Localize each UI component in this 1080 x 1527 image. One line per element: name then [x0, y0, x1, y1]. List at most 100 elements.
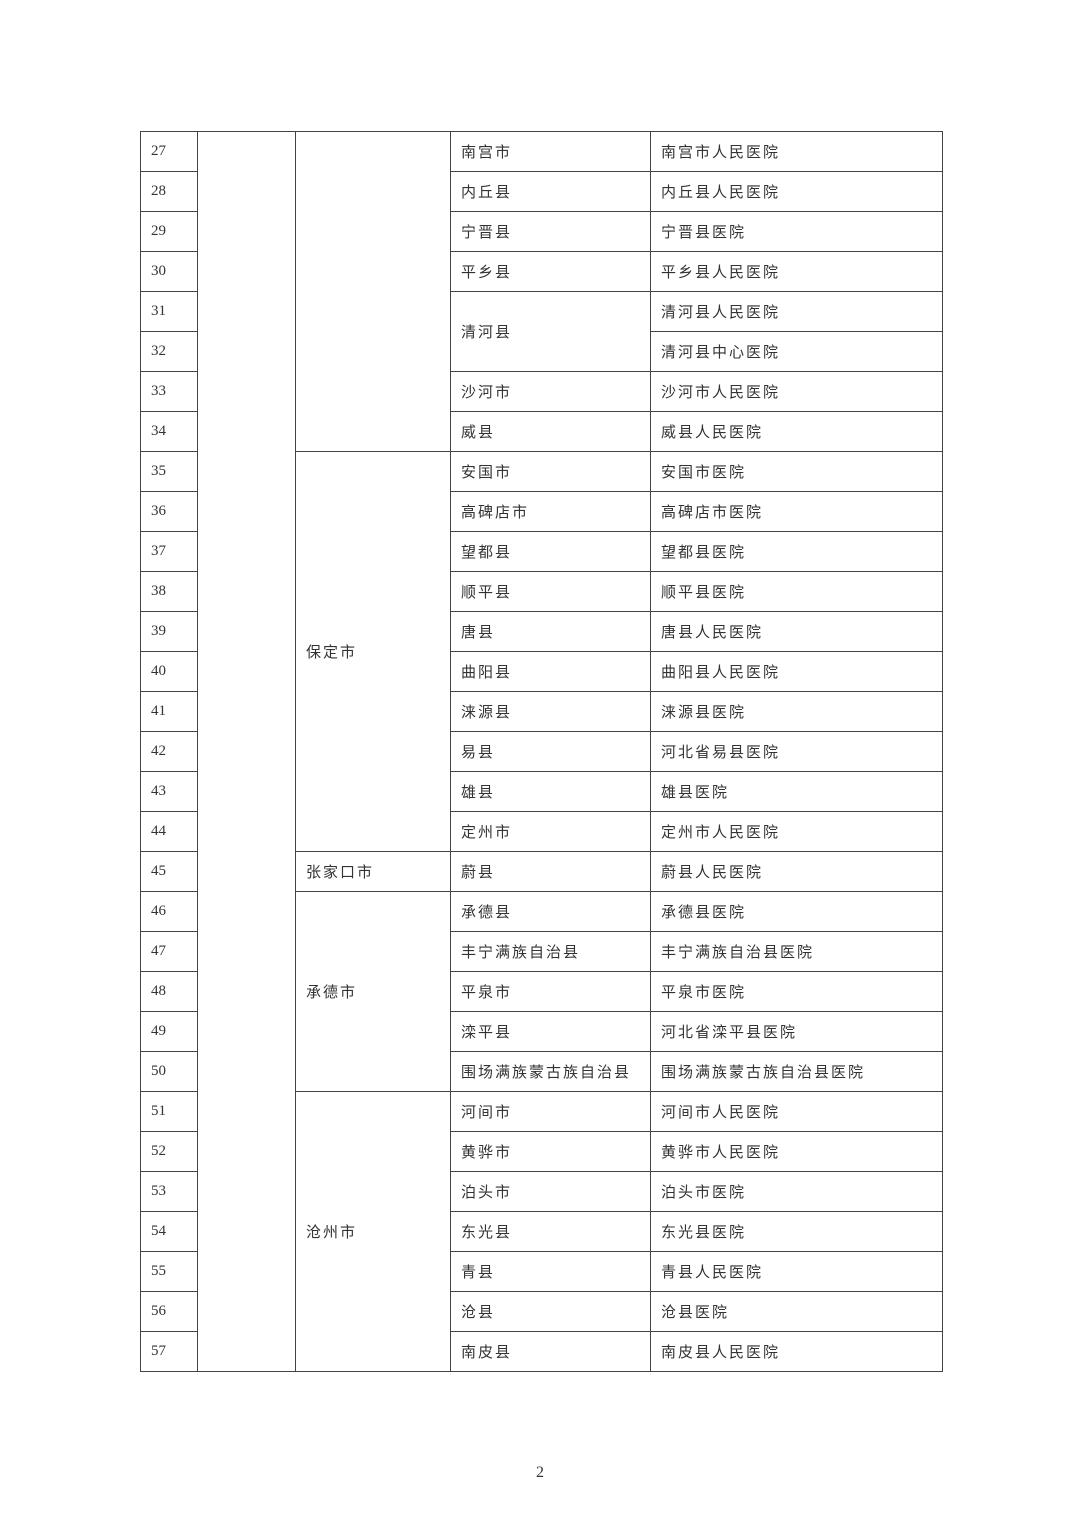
hospital-cell: 承德县医院 [650, 891, 943, 932]
row-number-cell: 44 [140, 811, 198, 852]
city-cell [295, 131, 451, 452]
county-cell: 黄骅市 [450, 1131, 651, 1172]
table-row: 54 东光县 东光县医院 [140, 1211, 943, 1252]
county-cell: 青县 [450, 1251, 651, 1292]
hospital-cell: 沧县医院 [650, 1291, 943, 1332]
hospital-cell: 内丘县人民医院 [650, 171, 943, 212]
row-number-cell: 40 [140, 651, 198, 692]
row-number-cell: 43 [140, 771, 198, 812]
page-number: 2 [536, 1464, 544, 1481]
hospital-cell: 顺平县医院 [650, 571, 943, 612]
table-row: 53 泊头市 泊头市医院 [140, 1171, 943, 1212]
city-cell: 保定市 [295, 451, 451, 852]
table-row: 37 望都县 望都县医院 [140, 531, 943, 572]
hospital-cell: 黄骅市人民医院 [650, 1131, 943, 1172]
hospital-cell: 唐县人民医院 [650, 611, 943, 652]
row-number-cell: 27 [140, 131, 198, 172]
table-body: 27 南宫市 南宫市人民医院 28 内丘县 内丘县人民医院 29 宁晋县 宁晋县医院 30 平乡县平… [140, 131, 943, 1372]
table-row: 33 沙河市 沙河市人民医院 [140, 371, 943, 412]
county-cell: 内丘县 [450, 171, 651, 212]
table-row: 55 青县 青县人民医院 [140, 1251, 943, 1292]
hospital-cell: 平乡县人民医院 [650, 251, 943, 292]
row-number-cell: 45 [140, 851, 198, 892]
row-number-cell: 50 [140, 1051, 198, 1092]
county-cell: 顺平县 [450, 571, 651, 612]
county-cell: 沧县 [450, 1291, 651, 1332]
table-row: 28 内丘县 内丘县人民医院 [140, 171, 943, 212]
hospital-cell: 安国市医院 [650, 451, 943, 492]
row-number-cell: 47 [140, 931, 198, 972]
table-row: 38 顺平县 顺平县医院 [140, 571, 943, 612]
county-cell: 威县 [450, 411, 651, 452]
hospital-cell: 青县人民医院 [650, 1251, 943, 1292]
county-cell: 唐县 [450, 611, 651, 652]
row-number-cell: 28 [140, 171, 198, 212]
row-number-cell: 52 [140, 1131, 198, 1172]
hospital-cell: 清河县中心医院 [650, 331, 943, 372]
county-cell: 东光县 [450, 1211, 651, 1252]
row-number-cell: 35 [140, 451, 198, 492]
row-number-cell: 30 [140, 251, 198, 292]
hospital-cell: 围场满族蒙古族自治县医院 [650, 1051, 943, 1092]
county-cell: 承德县 [450, 891, 651, 932]
table-row: 42 易县 河北省易县医院 [140, 731, 943, 772]
table-row: 27 南宫市 南宫市人民医院 [140, 131, 943, 1372]
hospital-cell: 平泉市医院 [650, 971, 943, 1012]
row-number-cell: 54 [140, 1211, 198, 1252]
hospital-cell: 雄县医院 [650, 771, 943, 812]
hospital-cell: 南宫市人民医院 [650, 131, 943, 172]
row-number-cell: 36 [140, 491, 198, 532]
county-cell: 南宫市 [450, 131, 651, 172]
row-number-cell: 32 [140, 331, 198, 372]
row-number-cell: 39 [140, 611, 198, 652]
hospital-cell: 宁晋县医院 [650, 211, 943, 252]
row-number-cell: 51 [140, 1091, 198, 1132]
county-cell: 易县 [450, 731, 651, 772]
table-row: 46 承德市 承德县 承德县医院 [140, 891, 943, 1092]
table-row: 32 清河县中心医院 [140, 331, 943, 372]
county-cell: 雄县 [450, 771, 651, 812]
row-number-cell: 57 [140, 1331, 198, 1372]
county-cell: 平乡县 [450, 251, 651, 292]
hospital-cell: 高碑店市医院 [650, 491, 943, 532]
county-cell: 南皮县 [450, 1331, 651, 1372]
table-row: 43 雄县 雄县医院 [140, 771, 943, 812]
hospital-cell: 望都县医院 [650, 531, 943, 572]
row-number-cell: 42 [140, 731, 198, 772]
row-number-cell: 41 [140, 691, 198, 732]
county-cell: 清河县 [450, 291, 651, 372]
city-cell: 沧州市 [295, 1091, 451, 1372]
hospital-cell: 蔚县人民医院 [650, 851, 943, 892]
county-cell: 滦平县 [450, 1011, 651, 1052]
table-row: 44 定州市 定州市人民医院 [140, 811, 943, 852]
hospital-cell: 东光县医院 [650, 1211, 943, 1252]
county-cell: 丰宁满族自治县 [450, 931, 651, 972]
row-number-cell: 55 [140, 1251, 198, 1292]
row-number-cell: 33 [140, 371, 198, 412]
hospital-cell: 河北省滦平县医院 [650, 1011, 943, 1052]
county-cell: 围场满族蒙古族自治县 [450, 1051, 651, 1092]
row-number-cell: 31 [140, 291, 198, 332]
row-number-cell: 49 [140, 1011, 198, 1052]
county-cell: 沙河市 [450, 371, 651, 412]
row-number-cell: 46 [140, 891, 198, 932]
table-row: 50 围场满族蒙古族自治县 围场满族蒙古族自治县医院 [140, 1051, 943, 1092]
row-number-cell: 29 [140, 211, 198, 252]
county-cell: 涞源县 [450, 691, 651, 732]
table-row: 30 平乡县 平乡县人民医院 [140, 251, 943, 292]
province-cell [197, 131, 296, 1372]
county-cell: 宁晋县 [450, 211, 651, 252]
county-cell: 曲阳县 [450, 651, 651, 692]
hospital-cell: 清河县人民医院 [650, 291, 943, 332]
city-cell: 张家口市 [295, 851, 451, 892]
row-number-cell: 34 [140, 411, 198, 452]
county-cell: 安国市 [450, 451, 651, 492]
county-cell: 平泉市 [450, 971, 651, 1012]
hospital-cell: 丰宁满族自治县医院 [650, 931, 943, 972]
county-cell: 河间市 [450, 1091, 651, 1132]
table-row: 40 曲阳县 曲阳县人民医院 [140, 651, 943, 692]
county-cell: 望都县 [450, 531, 651, 572]
hospital-cell: 威县人民医院 [650, 411, 943, 452]
row-number-cell: 37 [140, 531, 198, 572]
county-cell: 定州市 [450, 811, 651, 852]
